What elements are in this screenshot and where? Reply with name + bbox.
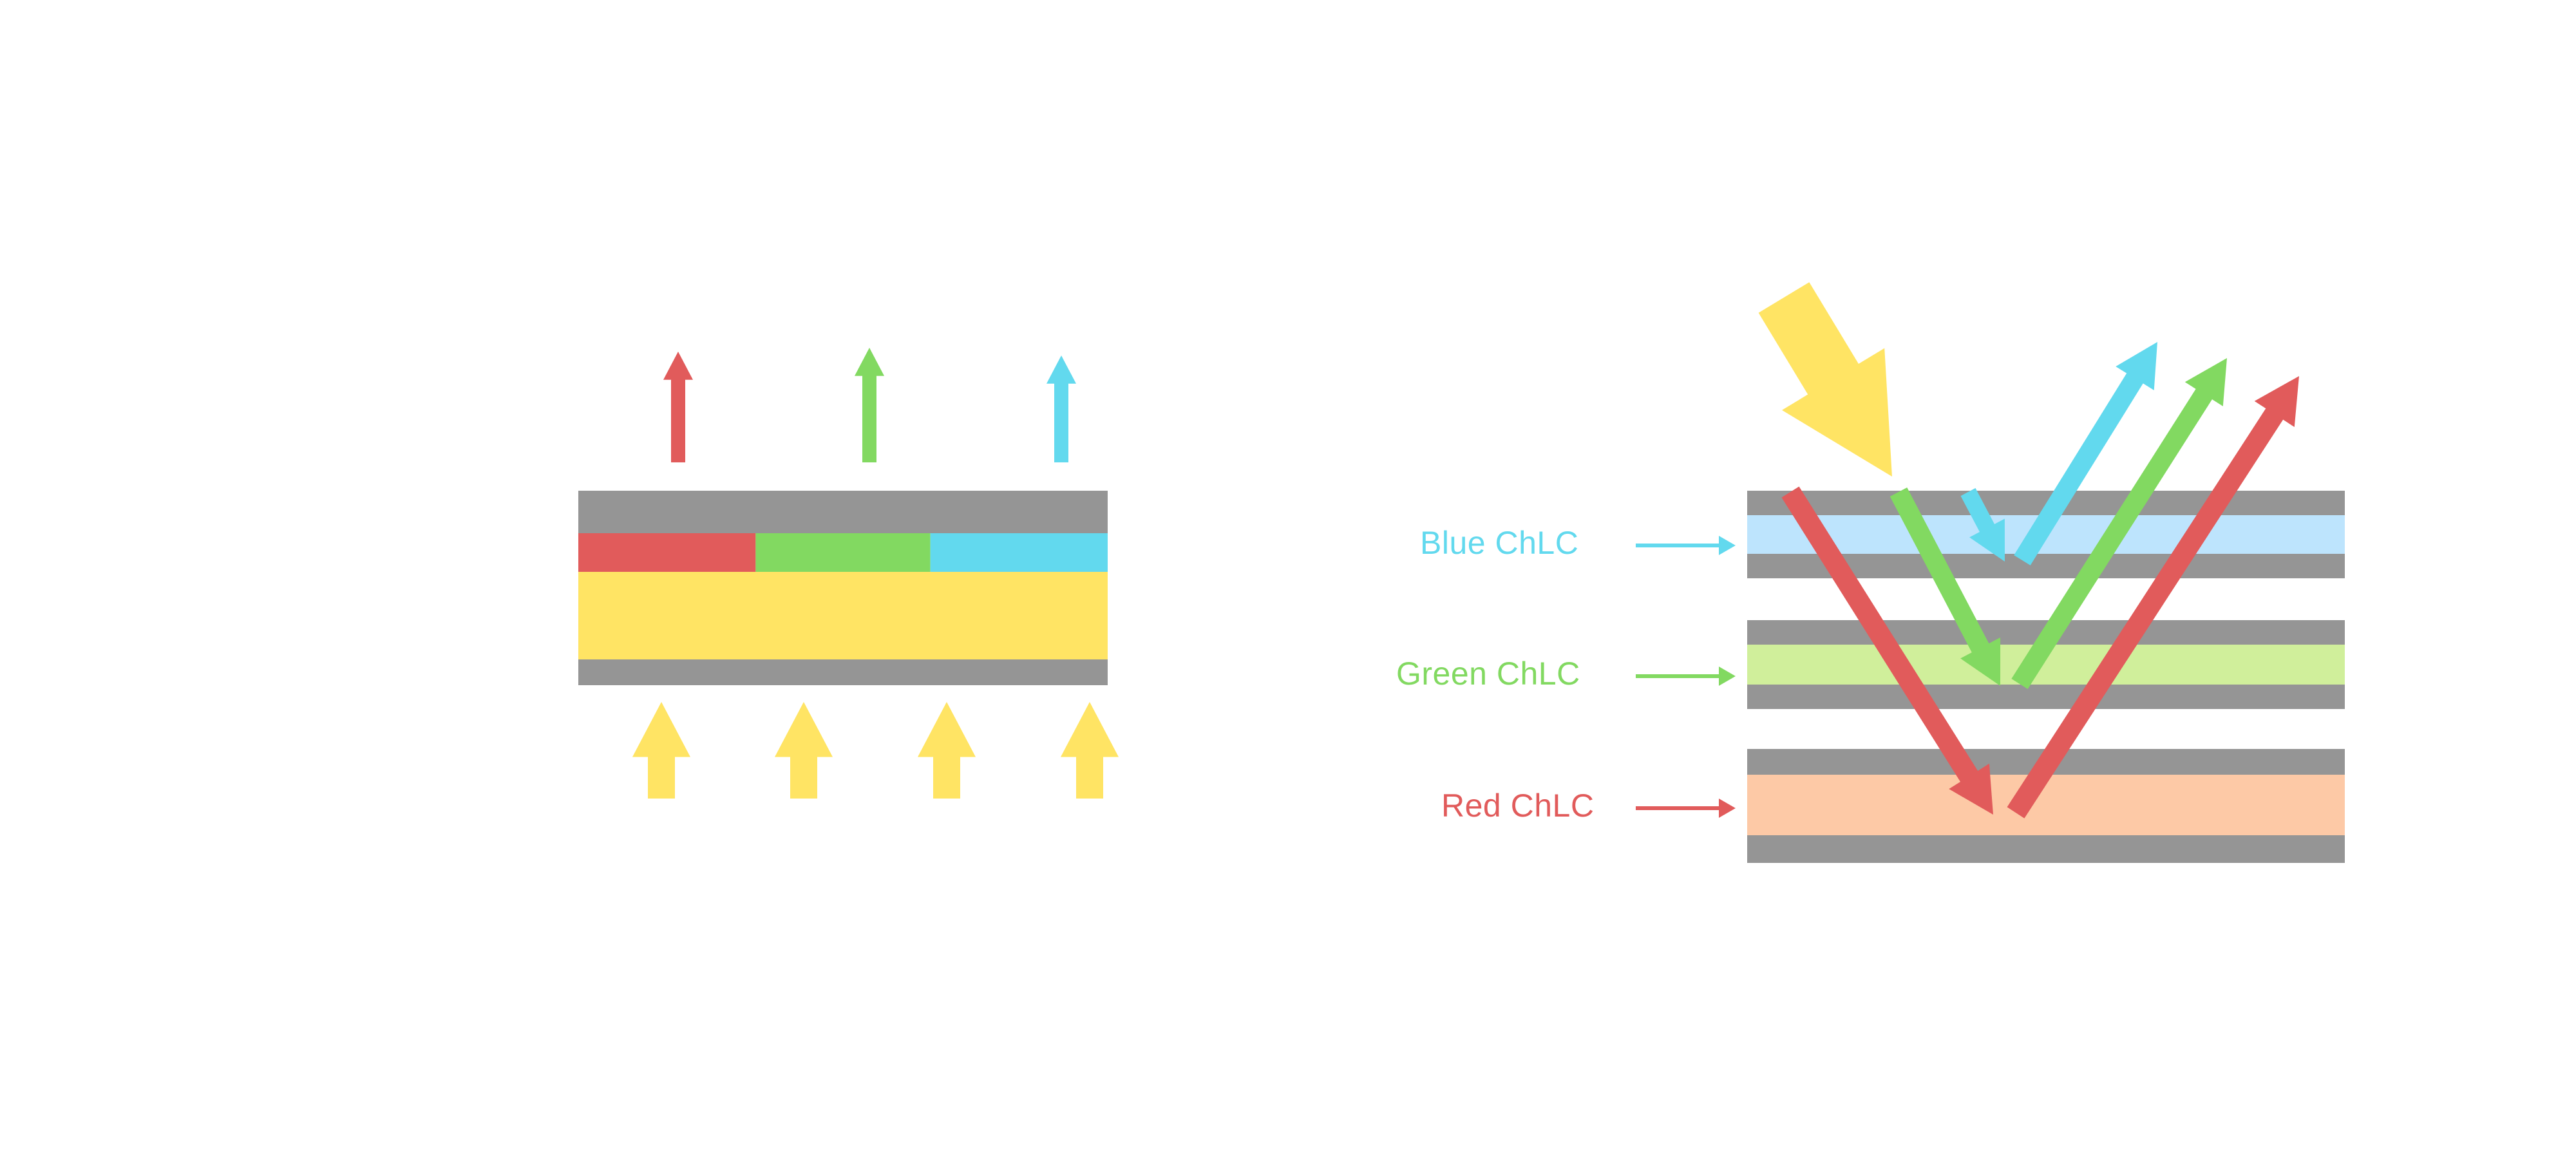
right-stack-group bbox=[1747, 491, 2345, 863]
blue-subpixel bbox=[930, 533, 1108, 572]
red-chlc-label: Red ChLC bbox=[1441, 788, 1594, 824]
red-cell-bottom-electrode bbox=[1747, 835, 2345, 863]
backlight-arrow-1 bbox=[632, 702, 690, 799]
red-subpixel bbox=[578, 533, 756, 572]
top-electrode-layer bbox=[578, 491, 1108, 533]
green-label-arrow-head bbox=[1719, 667, 1736, 686]
green-cell-bottom-electrode bbox=[1747, 685, 2345, 709]
blue-reflected-ray bbox=[2014, 342, 2157, 565]
right-ray-arrows-group bbox=[1781, 342, 2299, 818]
backlight-arrow-2 bbox=[775, 702, 833, 799]
green-chlc-label: Green ChLC bbox=[1396, 656, 1580, 692]
right-labels-group: Blue ChLC Green ChLC Red ChLC bbox=[1396, 525, 1736, 824]
red-reflected-ray bbox=[2007, 376, 2299, 818]
green-subpixel bbox=[755, 533, 931, 572]
left-backlight-arrows-group bbox=[632, 702, 1119, 799]
red-output-arrow bbox=[663, 352, 693, 462]
green-reflected-ray bbox=[2011, 358, 2227, 690]
left-output-arrows-group bbox=[663, 348, 1076, 462]
red-label-arrow-head bbox=[1719, 799, 1736, 818]
blue-chlc-label: Blue ChLC bbox=[1420, 525, 1578, 561]
left-stack-group bbox=[578, 491, 1108, 685]
white-light-incident-arrow bbox=[1758, 282, 1892, 477]
backlight-arrow-3 bbox=[918, 702, 976, 799]
backlight-layer bbox=[578, 572, 1108, 659]
green-incident-ray bbox=[1889, 487, 2001, 686]
green-output-arrow bbox=[855, 348, 884, 462]
incident-arrow-group bbox=[1758, 282, 1892, 477]
blue-incident-ray bbox=[1960, 487, 2005, 562]
blue-label-arrow-head bbox=[1719, 536, 1736, 555]
bottom-electrode-layer bbox=[578, 659, 1108, 685]
blue-output-arrow bbox=[1046, 355, 1076, 462]
backlight-arrow-4 bbox=[1061, 702, 1119, 799]
red-incident-ray bbox=[1781, 486, 1993, 815]
